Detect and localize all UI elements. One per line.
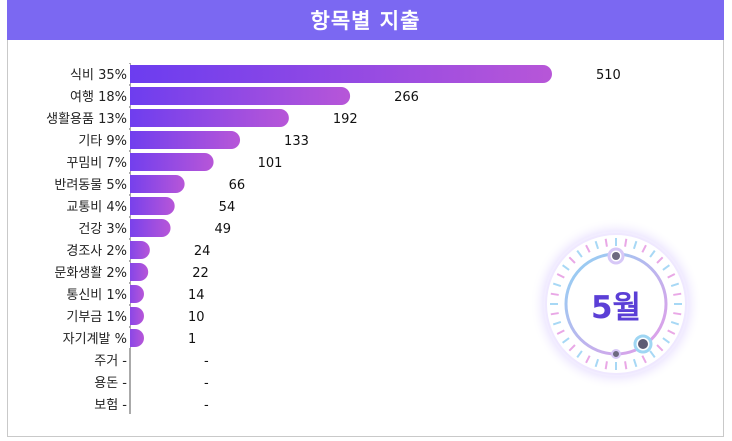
value-label: 266	[394, 90, 419, 105]
badge-tick	[585, 244, 591, 253]
category-label: 용돈 -	[94, 376, 127, 391]
value-label: 192	[333, 112, 358, 127]
badge-tick	[568, 256, 576, 264]
badge-tick	[552, 320, 562, 326]
value-label: 10	[188, 310, 205, 325]
category-label: 생활용품 13%	[46, 112, 127, 127]
category-label: 교통비 4%	[66, 200, 127, 215]
badge-ticks	[550, 238, 682, 370]
badge-tick	[594, 240, 600, 250]
category-label: 식비 35%	[70, 68, 127, 83]
badge-tick	[562, 264, 570, 271]
badge-tick	[656, 256, 664, 264]
month-badge	[530, 218, 702, 390]
badge-tick	[667, 329, 676, 335]
badge-tick	[667, 273, 676, 279]
badge-tick	[662, 264, 670, 271]
badge-tick	[673, 292, 682, 296]
bar	[120, 87, 351, 105]
value-label: 54	[219, 200, 236, 215]
category-label: 기부금 1%	[66, 310, 127, 325]
value-label: 133	[284, 134, 309, 149]
value-label: 14	[188, 288, 205, 303]
value-label: 66	[229, 178, 246, 193]
badge-tick	[576, 350, 583, 358]
badge-tick	[641, 355, 647, 364]
bar	[120, 197, 175, 215]
badge-tick	[624, 238, 628, 247]
category-label: 기타 9%	[78, 134, 127, 149]
badge-tick	[662, 337, 670, 344]
badge-tick	[585, 355, 591, 364]
badge-tick	[670, 282, 680, 288]
badge-tick	[562, 337, 570, 344]
value-label: -	[204, 376, 209, 391]
category-label: 통신비 1%	[66, 288, 127, 303]
badge-tick	[594, 358, 600, 368]
badge-tick	[656, 344, 664, 352]
value-label: -	[204, 398, 209, 413]
category-label: 여행 18%	[70, 89, 127, 105]
bar	[120, 153, 214, 171]
value-label: 24	[194, 244, 211, 259]
badge-tick	[670, 320, 680, 326]
category-label: 보험 -	[94, 398, 127, 413]
month-label: 5월	[590, 289, 642, 326]
badge-tick	[568, 344, 576, 352]
badge-tick	[604, 238, 608, 247]
chart-title: 항목별 지출	[7, 0, 724, 40]
bar	[120, 131, 241, 149]
category-label: 건강 3%	[78, 222, 127, 237]
category-label: 자기계발 %	[63, 332, 127, 347]
bar	[120, 65, 552, 83]
badge-tick	[550, 292, 559, 296]
bar	[120, 219, 171, 237]
badge-tick	[649, 350, 656, 358]
category-label: 반려동물 5%	[54, 178, 127, 193]
bar	[120, 109, 289, 127]
badge-tick	[641, 244, 647, 253]
badge-tick	[552, 282, 562, 288]
badge-tick	[604, 361, 608, 370]
badge-tick	[556, 273, 565, 279]
value-label: 49	[215, 222, 232, 237]
badge-tick	[624, 361, 628, 370]
badge-tick	[556, 329, 565, 335]
value-label: 510	[596, 68, 621, 83]
category-label: 경조사 2%	[66, 244, 127, 259]
value-label: 22	[192, 266, 209, 281]
category-label: 문화생활 2%	[54, 266, 127, 281]
badge-tick	[649, 250, 656, 258]
category-label: 꾸밈비 7%	[66, 156, 127, 171]
value-label: -	[204, 354, 209, 369]
badge-tick	[673, 312, 682, 316]
badge-tick	[550, 312, 559, 316]
badge-tick	[632, 240, 638, 250]
bar	[120, 175, 185, 193]
value-label: 1	[188, 332, 196, 347]
badge-tick	[576, 250, 583, 258]
category-label: 주거 -	[94, 354, 127, 369]
value-label: 101	[258, 156, 283, 171]
badge-tick	[632, 358, 638, 368]
